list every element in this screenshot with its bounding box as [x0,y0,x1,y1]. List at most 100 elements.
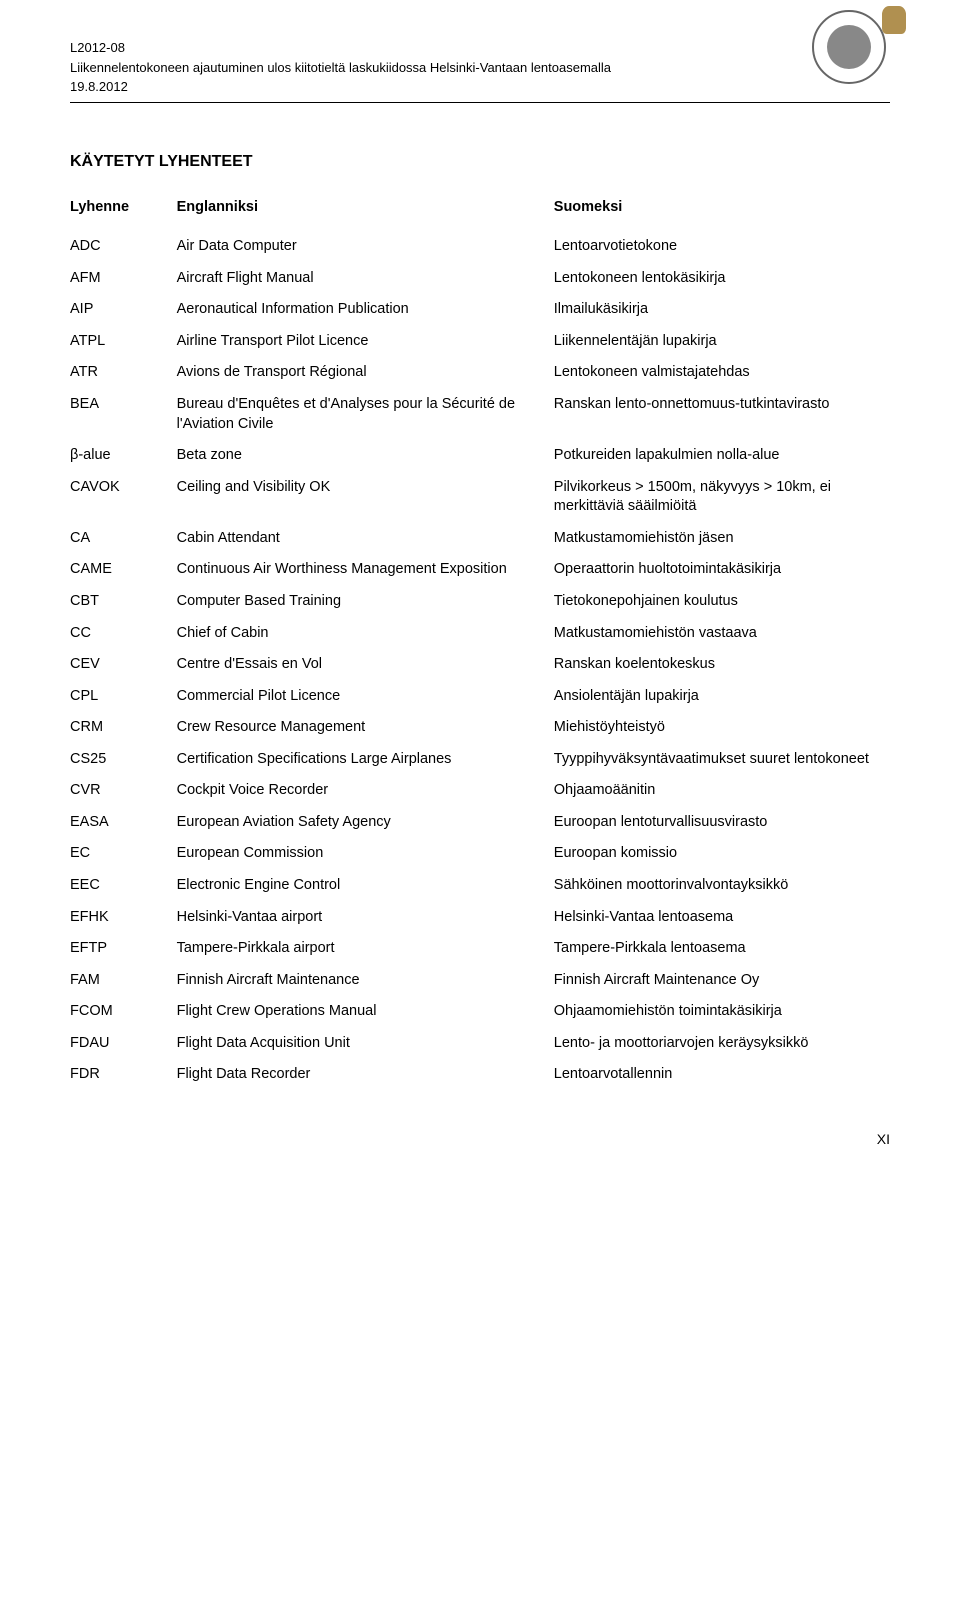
cell-english: Aeronautical Information Publication [177,294,554,326]
cell-english: Crew Resource Management [177,712,554,744]
table-row: FDRFlight Data RecorderLentoarvotallenni… [70,1059,890,1091]
col-header-abbrev: Lyhenne [70,193,177,231]
cell-finnish: Tietokonepohjainen koulutus [554,586,890,618]
cell-finnish: Matkustamomiehistön vastaava [554,618,890,650]
col-header-english: Englanniksi [177,193,554,231]
abbreviations-table: Lyhenne Englanniksi Suomeksi ADCAir Data… [70,193,890,1091]
table-row: BEABureau d'Enquêtes et d'Analyses pour … [70,389,890,440]
cell-abbrev: FAM [70,965,177,997]
table-row: CAVOKCeiling and Visibility OKPilvikorke… [70,472,890,523]
cell-abbrev: FDAU [70,1028,177,1060]
cell-abbrev: CRM [70,712,177,744]
cell-finnish: Euroopan komissio [554,838,890,870]
cell-finnish: Finnish Aircraft Maintenance Oy [554,965,890,997]
cell-english: Avions de Transport Régional [177,357,554,389]
cell-abbrev: ADC [70,231,177,263]
table-header-row: Lyhenne Englanniksi Suomeksi [70,193,890,231]
table-row: ATRAvions de Transport RégionalLentokone… [70,357,890,389]
table-row: β-alueBeta zonePotkureiden lapakulmien n… [70,440,890,472]
col-header-finnish: Suomeksi [554,193,890,231]
cell-abbrev: CAVOK [70,472,177,523]
document-date: 19.8.2012 [70,79,890,94]
cell-finnish: Liikennelentäjän lupakirja [554,326,890,358]
table-row: ECEuropean CommissionEuroopan komissio [70,838,890,870]
cell-abbrev: CPL [70,681,177,713]
cell-abbrev: CS25 [70,744,177,776]
cell-abbrev: CC [70,618,177,650]
cell-abbrev: EASA [70,807,177,839]
cell-english: Commercial Pilot Licence [177,681,554,713]
cell-english: Cockpit Voice Recorder [177,775,554,807]
header-divider [70,102,890,103]
cell-english: Finnish Aircraft Maintenance [177,965,554,997]
table-row: FCOMFlight Crew Operations ManualOhjaamo… [70,996,890,1028]
table-row: CVRCockpit Voice RecorderOhjaamoäänitin [70,775,890,807]
table-row: ADCAir Data ComputerLentoarvotietokone [70,231,890,263]
cell-abbrev: ATPL [70,326,177,358]
cell-finnish: Ohjaamoäänitin [554,775,890,807]
cell-finnish: Ilmailukäsikirja [554,294,890,326]
cell-finnish: Lentokoneen valmistajatehdas [554,357,890,389]
cell-english: Certification Specifications Large Airpl… [177,744,554,776]
cell-finnish: Ohjaamomiehistön toimintakäsikirja [554,996,890,1028]
cell-abbrev: AFM [70,263,177,295]
cell-abbrev: CA [70,523,177,555]
logo-circle [812,10,886,84]
page-title: KÄYTETYT LYHENTEET [70,153,890,171]
cell-abbrev: CVR [70,775,177,807]
cell-english: Flight Data Recorder [177,1059,554,1091]
table-row: ATPLAirline Transport Pilot LicenceLiike… [70,326,890,358]
table-row: EFHKHelsinki-Vantaa airportHelsinki-Vant… [70,902,890,934]
cell-english: Centre d'Essais en Vol [177,649,554,681]
cell-abbrev: β-alue [70,440,177,472]
cell-finnish: Ranskan lento-onnettomuus-tutkintavirast… [554,389,890,440]
cell-english: Aircraft Flight Manual [177,263,554,295]
cell-abbrev: EFHK [70,902,177,934]
cell-english: European Aviation Safety Agency [177,807,554,839]
table-row: AIPAeronautical Information PublicationI… [70,294,890,326]
cell-finnish: Ranskan koelentokeskus [554,649,890,681]
cell-english: Electronic Engine Control [177,870,554,902]
cell-finnish: Euroopan lentoturvallisuusvirasto [554,807,890,839]
cell-english: Air Data Computer [177,231,554,263]
table-row: FAMFinnish Aircraft MaintenanceFinnish A… [70,965,890,997]
cell-abbrev: EC [70,838,177,870]
table-row: EECElectronic Engine ControlSähköinen mo… [70,870,890,902]
agency-logo [812,10,900,98]
page-number: XI [70,1131,890,1147]
cell-english: Airline Transport Pilot Licence [177,326,554,358]
cell-english: Tampere-Pirkkala airport [177,933,554,965]
table-row: CCChief of CabinMatkustamomiehistön vast… [70,618,890,650]
table-row: CS25Certification Specifications Large A… [70,744,890,776]
cell-english: Flight Crew Operations Manual [177,996,554,1028]
document-subtitle: Liikennelentokoneen ajautuminen ulos kii… [70,59,890,77]
logo-lion-icon [882,6,906,34]
cell-finnish: Miehistöyhteistyö [554,712,890,744]
cell-abbrev: AIP [70,294,177,326]
cell-english: European Commission [177,838,554,870]
table-row: CEVCentre d'Essais en VolRanskan koelent… [70,649,890,681]
logo-inner [827,25,871,69]
cell-finnish: Ansiolentäjän lupakirja [554,681,890,713]
cell-abbrev: BEA [70,389,177,440]
table-row: EFTPTampere-Pirkkala airportTampere-Pirk… [70,933,890,965]
cell-finnish: Lento- ja moottoriarvojen keräysyksikkö [554,1028,890,1060]
cell-finnish: Sähköinen moottorinvalvontayksikkö [554,870,890,902]
table-row: CRMCrew Resource ManagementMiehistöyhtei… [70,712,890,744]
table-row: AFMAircraft Flight ManualLentokoneen len… [70,263,890,295]
cell-english: Beta zone [177,440,554,472]
cell-english: Bureau d'Enquêtes et d'Analyses pour la … [177,389,554,440]
table-row: CBTComputer Based TrainingTietokonepohja… [70,586,890,618]
table-row: CAMEContinuous Air Worthiness Management… [70,554,890,586]
cell-finnish: Matkustamomiehistön jäsen [554,523,890,555]
cell-abbrev: EFTP [70,933,177,965]
table-row: EASAEuropean Aviation Safety AgencyEuroo… [70,807,890,839]
cell-english: Chief of Cabin [177,618,554,650]
cell-abbrev: ATR [70,357,177,389]
cell-abbrev: CEV [70,649,177,681]
cell-english: Computer Based Training [177,586,554,618]
cell-finnish: Tampere-Pirkkala lentoasema [554,933,890,965]
cell-abbrev: CBT [70,586,177,618]
cell-english: Ceiling and Visibility OK [177,472,554,523]
document-id: L2012-08 [70,40,890,55]
